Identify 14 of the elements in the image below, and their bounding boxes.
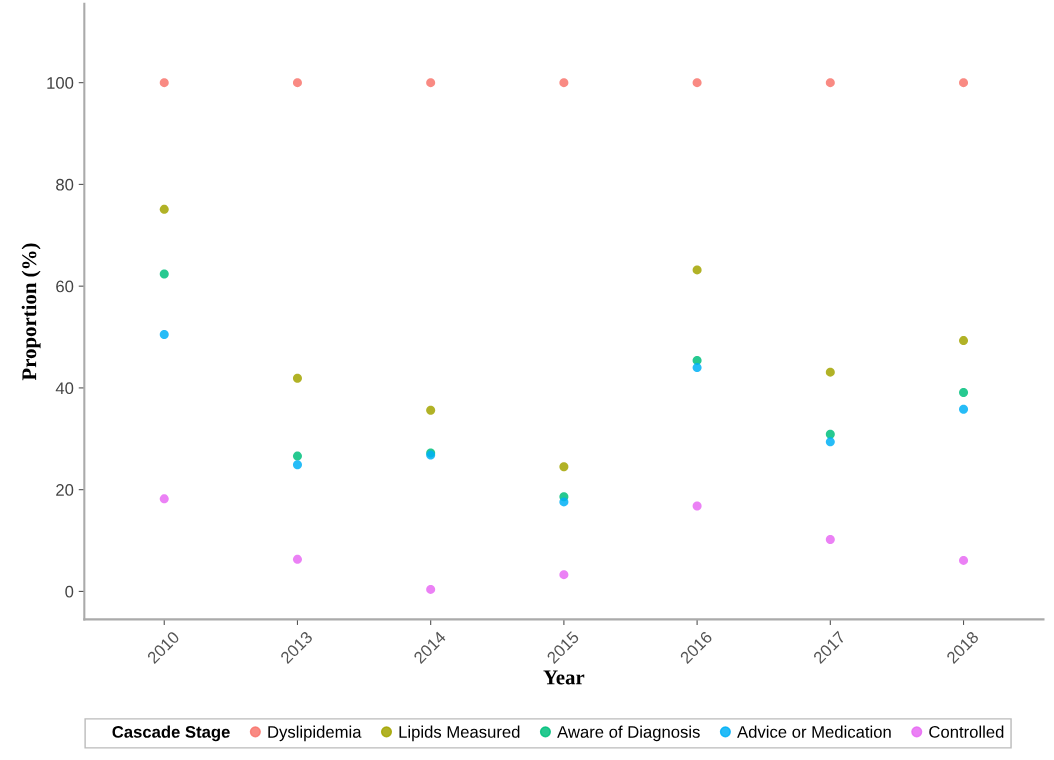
legend-label: Advice or Medication bbox=[737, 725, 891, 738]
y-tick-label: 100 bbox=[47, 77, 74, 89]
legend-label: Lipids Measured bbox=[399, 725, 520, 742]
y-tick-label: 80 bbox=[56, 178, 74, 191]
legend-label: Controlled bbox=[929, 725, 1004, 738]
legend-label: Aware of Diagnosis bbox=[557, 725, 700, 742]
y-tick-label: 0 bbox=[65, 585, 74, 598]
legend-label: Dyslipidemia bbox=[268, 725, 362, 742]
legend-title: Cascade Stage bbox=[112, 725, 230, 742]
y-tick-label: 20 bbox=[56, 484, 74, 496]
y-tick-label: 60 bbox=[56, 280, 74, 293]
y-axis-title: Proportion (%) bbox=[21, 243, 41, 381]
x-axis-title: Year bbox=[543, 670, 585, 685]
y-tick-label: 40 bbox=[55, 382, 74, 395]
